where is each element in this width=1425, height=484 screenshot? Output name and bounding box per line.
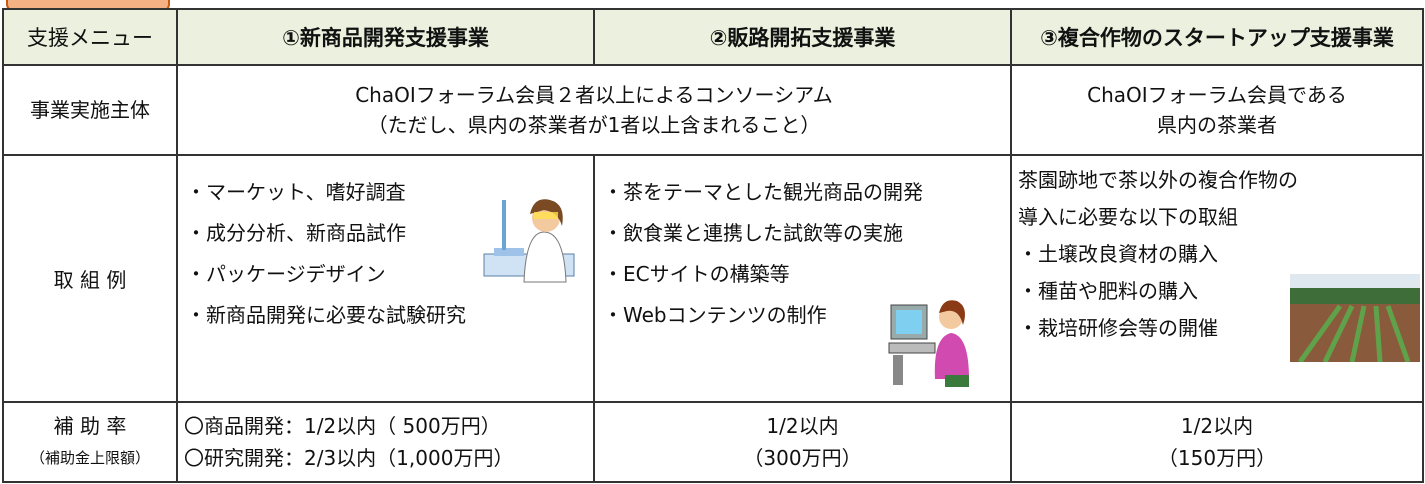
field-photo xyxy=(1290,274,1420,362)
label-text: 補 助 率 xyxy=(53,414,127,438)
cell-text: ChaOIフォーラム会員である xyxy=(1087,83,1347,107)
label-text: 事業実施主体 xyxy=(30,98,150,122)
cell-text: （300万円） xyxy=(743,446,862,470)
cell-text: 県内の茶業者 xyxy=(1157,113,1277,137)
list-item: ・茶をテーマとした観光商品の開発 xyxy=(603,180,923,204)
researcher-illustration xyxy=(483,199,575,283)
list-item: ・パッケージデザイン xyxy=(186,262,386,286)
cell: ・マーケット、嗜好調査 ・成分分析、新商品試作 ・パッケージデザイン ・新商品開… xyxy=(176,154,595,403)
cell: 1/2以内 （150万円） xyxy=(1010,401,1424,483)
list-item: ・成分分析、新商品試作 xyxy=(186,221,406,245)
cell-text: 1/2以内 xyxy=(766,414,839,438)
header-cell: ②販路開拓支援事業 xyxy=(593,8,1012,66)
support-table: 支援メニュー ①新商品開発支援事業 ②販路開拓支援事業 ③複合作物のスタートアッ… xyxy=(2,8,1424,483)
list-item: ・マーケット、嗜好調査 xyxy=(186,180,406,204)
row-label: 補 助 率 （補助金上限額） xyxy=(2,401,178,483)
pc-user-illustration xyxy=(888,300,969,387)
cell-text: 〇商品開発：1/2以内（ 500万円） xyxy=(184,414,501,438)
cell: ChaOIフォーラム会員である 県内の茶業者 xyxy=(1010,64,1424,156)
cell: 1/2以内 （300万円） xyxy=(593,401,1012,483)
cell-text: ChaOIフォーラム会員２者以上によるコンソーシアム xyxy=(355,83,833,107)
header-row: 支援メニュー ①新商品開発支援事業 ②販路開拓支援事業 ③複合作物のスタートアッ… xyxy=(2,8,1424,66)
row: 補 助 率 （補助金上限額） 〇商品開発：1/2以内（ 500万円） 〇研究開発… xyxy=(2,401,1424,483)
cell: ・茶をテーマとした観光商品の開発 ・飲食業と連携した試飲等の実施 ・ECサイトの… xyxy=(593,154,1012,403)
list-item: ・飲食業と連携した試飲等の実施 xyxy=(603,221,903,245)
row-label: 取 組 例 xyxy=(2,154,178,403)
row-label: 事業実施主体 xyxy=(2,64,178,156)
list-item: 導入に必要な以下の取組 xyxy=(1018,205,1238,229)
label-text: 取 組 例 xyxy=(53,268,127,292)
header-text: 支援メニュー xyxy=(27,26,153,50)
cell: 〇商品開発：1/2以内（ 500万円） 〇研究開発：2/3以内（1,000万円） xyxy=(176,401,595,483)
cell-text: 1/2以内 xyxy=(1180,414,1254,438)
list-item: ・土壌改良資材の購入 xyxy=(1018,242,1218,266)
list-item: ・ECサイトの構築等 xyxy=(603,262,790,286)
list-item: 茶園跡地で茶以外の複合作物の xyxy=(1018,168,1298,192)
header-cell: 支援メニュー xyxy=(2,8,178,66)
list-item: ・栽培研修会等の開催 xyxy=(1018,316,1218,340)
header-cell: ①新商品開発支援事業 xyxy=(176,8,595,66)
cell-text: （150万円） xyxy=(1157,446,1277,470)
header-text: ①新商品開発支援事業 xyxy=(282,26,489,50)
header-text: ③複合作物のスタートアップ支援事業 xyxy=(1040,26,1394,50)
row: 取 組 例 ・マーケット、嗜好調査 ・成分分析、新商品試作 ・パッケージデザイン… xyxy=(2,154,1424,403)
row: 事業実施主体 ChaOIフォーラム会員２者以上によるコンソーシアム （ただし、県… xyxy=(2,64,1424,156)
label-note: （補助金上限額） xyxy=(29,449,150,467)
cell-text: （ただし、県内の茶業者が1者以上含まれること） xyxy=(367,113,821,137)
cell: ChaOIフォーラム会員２者以上によるコンソーシアム （ただし、県内の茶業者が1… xyxy=(176,64,1012,156)
list-item: ・新商品開発に必要な試験研究 xyxy=(186,303,466,327)
header-text: ②販路開拓支援事業 xyxy=(709,26,896,50)
cell: 茶園跡地で茶以外の複合作物の 導入に必要な以下の取組 ・土壌改良資材の購入 ・種… xyxy=(1010,154,1424,403)
header-cell: ③複合作物のスタートアップ支援事業 xyxy=(1010,8,1424,66)
list-item: ・種苗や肥料の購入 xyxy=(1018,279,1198,303)
list-item: ・Webコンテンツの制作 xyxy=(603,303,827,327)
cell-text: 〇研究開発：2/3以内（1,000万円） xyxy=(184,446,514,470)
